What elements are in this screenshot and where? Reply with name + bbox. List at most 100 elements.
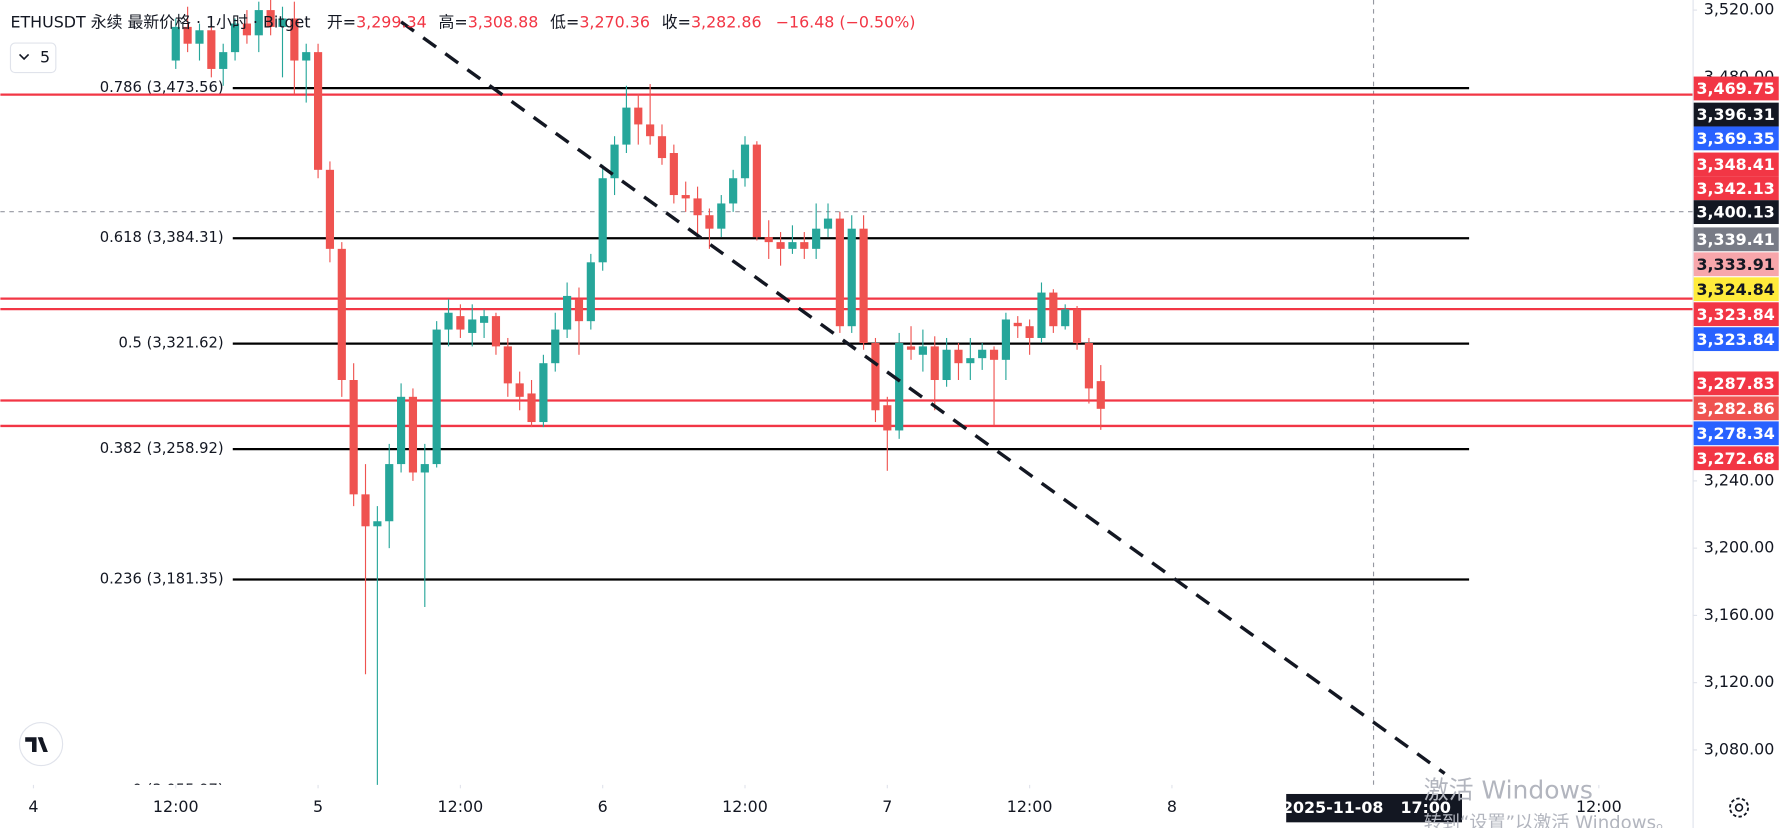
y-tick-label: 3,520.00 xyxy=(1704,0,1775,19)
legend-label: 收= xyxy=(662,12,691,31)
plot-area: 0.786 (3,473.56) 0.618 (3,384.31) 0.5 (3,3… xyxy=(0,0,1693,785)
candle-body xyxy=(586,262,595,322)
candle-body xyxy=(1084,343,1094,389)
indicator-count: 5 xyxy=(40,47,50,66)
legend-label: 开= xyxy=(327,12,356,31)
price-tag xyxy=(1693,152,1779,177)
candle-body xyxy=(278,18,287,27)
candle-body xyxy=(1001,319,1010,360)
price-tag-label: 3,323.84 xyxy=(1697,305,1775,324)
candle-body xyxy=(183,26,192,44)
watermark-line: 激活 Windows xyxy=(1424,776,1593,805)
y-tick-label: 3,240.00 xyxy=(1704,470,1775,489)
candle-body xyxy=(456,316,465,330)
price-tag-label: 3,278.34 xyxy=(1697,424,1775,443)
candle-body xyxy=(266,10,275,27)
price-tag xyxy=(1693,76,1779,101)
x-tick-label: 12:00 xyxy=(1007,797,1053,816)
x-tick-label: 4 xyxy=(28,797,38,816)
trend-line xyxy=(400,20,1446,775)
candle-body xyxy=(574,299,584,322)
candle-body xyxy=(800,242,809,249)
price-tag-label: 3,369.35 xyxy=(1697,129,1775,148)
candle-body xyxy=(847,228,856,327)
candle-body xyxy=(503,346,512,384)
legend-label: 低= xyxy=(550,12,579,31)
price-tag-label: 3,339.41 xyxy=(1697,230,1775,249)
price-tag-label: 3,282.86 xyxy=(1697,399,1775,418)
candle-body xyxy=(207,30,216,69)
gear-outline[interactable] xyxy=(1729,797,1750,818)
legend-label: 高= xyxy=(439,12,468,31)
candle-body xyxy=(420,464,429,473)
candle-body xyxy=(646,124,655,137)
candle-body xyxy=(337,248,346,381)
price-tag xyxy=(1693,252,1779,277)
fib-level-label: 0.5 (3,321.62) xyxy=(118,335,223,352)
fib-level-label: 0.786 (3,473.56) xyxy=(100,79,224,96)
candle-body xyxy=(871,343,880,411)
candle-body xyxy=(764,237,773,243)
indicator-button[interactable] xyxy=(9,42,57,74)
candle-body xyxy=(942,349,951,381)
candle-body xyxy=(290,18,299,61)
candle-body xyxy=(835,218,844,327)
x-tick-label: 6 xyxy=(598,797,608,816)
y-tick-label: 3,200.00 xyxy=(1704,538,1775,557)
gear-center xyxy=(1734,803,1744,812)
candle-body xyxy=(752,144,761,238)
x-tick-label: 12:00 xyxy=(1576,797,1622,816)
crosshair-time: 17:00 xyxy=(1400,798,1450,817)
candle-body xyxy=(539,363,548,423)
candle-body xyxy=(385,464,394,522)
candle-body xyxy=(254,10,263,36)
candle-body xyxy=(966,358,975,364)
crosshair-date: 2025-11-08 xyxy=(1282,798,1383,817)
y-tick-label: 3,160.00 xyxy=(1704,605,1775,624)
candle-body xyxy=(693,198,702,216)
candle-body xyxy=(705,215,714,229)
legend-value: 3,299.34 xyxy=(356,12,427,31)
candle-body xyxy=(823,218,833,229)
price-tag-label: 3,323.84 xyxy=(1697,330,1775,349)
price-tag-label: 3,272.68 xyxy=(1697,449,1775,468)
candle-body xyxy=(681,195,690,199)
chevron-icon xyxy=(18,53,30,61)
symbol-title: ETHUSDT 永续 最新价格 · 1小时 · Bitget xyxy=(10,12,310,31)
tv-logo[interactable] xyxy=(18,721,64,767)
candle-body xyxy=(349,380,358,495)
candle-body xyxy=(1096,381,1105,409)
fib-level-label: 0.382 (3,258.92) xyxy=(100,440,224,457)
x-tick-label: 12:00 xyxy=(722,797,768,816)
candle-body xyxy=(669,153,678,196)
price-tag xyxy=(1693,126,1779,151)
y-tick-label: 3,120.00 xyxy=(1704,672,1775,691)
candle-body xyxy=(634,107,643,125)
price-tag xyxy=(1693,396,1779,421)
candle-body xyxy=(373,521,382,527)
candle-body xyxy=(551,329,560,364)
candle-body xyxy=(1072,309,1082,344)
candle-body xyxy=(883,405,892,431)
watermark-line: 转到“设置”以激活 Windows。 xyxy=(1424,812,1674,828)
candle-body xyxy=(230,23,240,53)
candle-body xyxy=(717,203,726,229)
candle-body xyxy=(480,316,489,323)
price-tag xyxy=(1693,327,1779,352)
fib-level-label: 0.236 (3,181.35) xyxy=(100,571,224,588)
price-tag xyxy=(1693,302,1779,327)
candle-body xyxy=(788,242,797,249)
crosshair-date-box xyxy=(1286,793,1463,823)
candle-body xyxy=(1013,322,1022,327)
candle-body xyxy=(325,169,335,249)
indicator-toggle[interactable]: 5 xyxy=(9,42,57,74)
price-tag-label: 3,469.75 xyxy=(1697,79,1775,98)
settings-gear[interactable] xyxy=(1729,797,1750,818)
price-tag xyxy=(1693,227,1779,252)
candle-body xyxy=(219,52,228,69)
candle-body xyxy=(895,343,904,431)
candle-body xyxy=(1037,292,1046,338)
legend-value: 3,282.86 xyxy=(691,12,762,31)
candle-body xyxy=(918,346,927,355)
